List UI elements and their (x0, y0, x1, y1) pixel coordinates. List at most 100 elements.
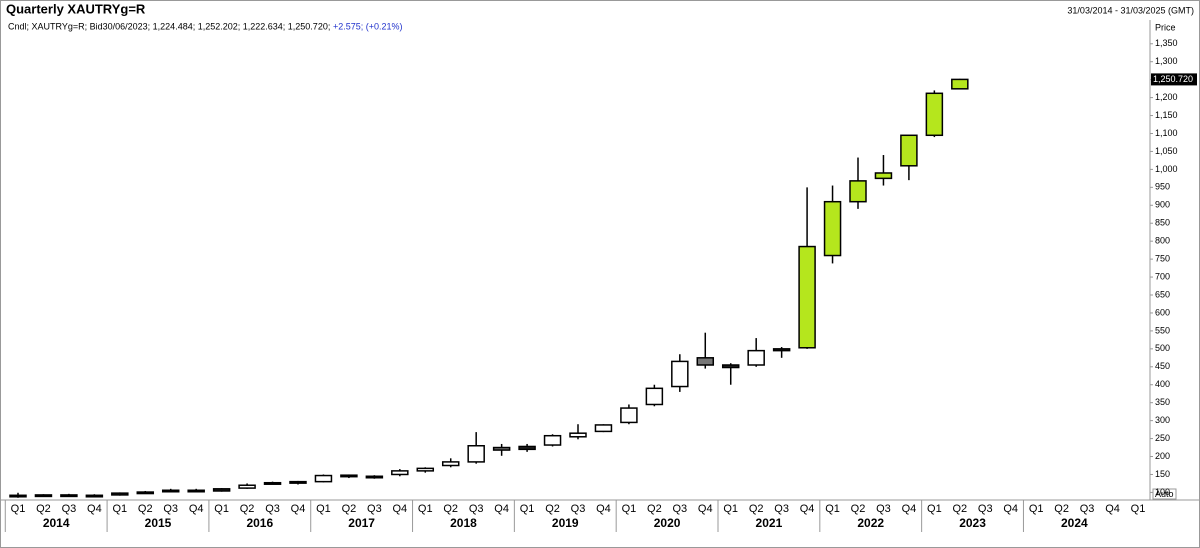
candle-body (365, 475, 384, 479)
year-label: 2015 (145, 516, 172, 530)
y-tick-label: 700 (1155, 271, 1170, 281)
x-tick-label: Q3 (469, 503, 484, 515)
legend-text: Cndl; XAUTRYg=R; Bid30/06/2023; 1,224.48… (8, 21, 330, 31)
y-tick-label: 750 (1155, 253, 1170, 263)
candle-body (187, 489, 205, 493)
y-tick-label: 850 (1155, 218, 1170, 228)
candle-body (925, 92, 944, 137)
y-tick-label: 1,100 (1155, 128, 1178, 138)
year-label: 2021 (756, 516, 783, 530)
y-tick-label: 300 (1155, 415, 1170, 425)
candle-body (747, 349, 765, 366)
x-tick-label: Q1 (214, 503, 229, 515)
candle-body (416, 467, 435, 472)
year-label: 2014 (43, 516, 70, 530)
candle-body (161, 489, 180, 493)
candle-body (543, 434, 562, 446)
scale-mode: Auto (1155, 489, 1174, 499)
x-tick-label: Q3 (774, 503, 789, 515)
x-tick-label: Q1 (1131, 503, 1146, 515)
x-tick-label: Q1 (520, 503, 535, 515)
year-label: 2023 (959, 516, 986, 530)
x-tick-label: Q2 (647, 503, 662, 515)
candle-body (9, 494, 27, 498)
x-tick-label: Q1 (418, 503, 433, 515)
x-tick-label: Q4 (392, 503, 407, 515)
x-tick-label: Q3 (163, 503, 178, 515)
y-tick-label: 1,300 (1155, 56, 1178, 66)
candle-body (569, 432, 587, 438)
x-tick-label: Q4 (902, 503, 917, 515)
candle-body (671, 360, 689, 388)
x-tick-label: Q2 (545, 503, 560, 515)
x-tick-label: Q2 (749, 503, 764, 515)
x-tick-label: Q4 (596, 503, 611, 515)
year-label: 2024 (1061, 516, 1088, 530)
scale-mode-box (1152, 488, 1177, 500)
candle-body (340, 474, 358, 478)
year-label: 2019 (552, 516, 579, 530)
x-tick-label: Q2 (1054, 503, 1069, 515)
x-tick-label: Q4 (1105, 503, 1120, 515)
x-tick-label: Q3 (265, 503, 280, 515)
y-tick-label: 1,350 (1155, 38, 1178, 48)
x-tick-label: Q1 (1029, 503, 1044, 515)
candle-body (951, 78, 969, 90)
y-tick-label: 950 (1155, 182, 1170, 192)
x-tick-label: Q1 (622, 503, 637, 515)
candle-body (136, 491, 155, 495)
candle-body (492, 446, 511, 451)
y-tick-label: 200 (1155, 451, 1170, 461)
year-label: 2020 (654, 516, 681, 530)
x-tick-label: Q3 (367, 503, 382, 515)
candle-body (696, 357, 715, 366)
y-tick-label: 100 (1155, 487, 1170, 497)
y-tick-label: 600 (1155, 307, 1170, 317)
candle-body (849, 180, 867, 203)
year-label: 2018 (450, 516, 477, 530)
year-label: 2022 (857, 516, 884, 530)
x-tick-label: Q2 (952, 503, 967, 515)
candle-body (467, 445, 485, 463)
y-tick-label: 250 (1155, 433, 1170, 443)
last-price-label: 1,250.720 (1153, 74, 1193, 84)
x-tick-label: Q2 (138, 503, 153, 515)
y-tick-label: 1,050 (1155, 146, 1178, 156)
y-tick-label: 500 (1155, 343, 1170, 353)
y-tick-label: 1,150 (1155, 110, 1178, 120)
x-tick-label: Q2 (36, 503, 51, 515)
x-tick-label: Q2 (342, 503, 357, 515)
x-tick-label: Q1 (723, 503, 738, 515)
candle-body (620, 407, 638, 424)
x-tick-label: Q1 (11, 503, 26, 515)
year-label: 2016 (246, 516, 273, 530)
y-tick-label: 900 (1155, 200, 1170, 210)
x-tick-label: Q3 (672, 503, 687, 515)
year-label: 2017 (348, 516, 375, 530)
x-tick-label: Q4 (1003, 503, 1018, 515)
candle-body (441, 461, 460, 467)
x-tick-label: Q1 (112, 503, 127, 515)
x-tick-label: Q2 (240, 503, 255, 515)
candle-body (874, 172, 893, 180)
x-tick-label: Q3 (876, 503, 891, 515)
x-tick-label: Q4 (291, 503, 306, 515)
candle-body (391, 470, 409, 476)
candle-body (111, 492, 129, 496)
x-tick-label: Q1 (316, 503, 331, 515)
x-tick-label: Q3 (1080, 503, 1095, 515)
candle-body (238, 484, 256, 489)
candle-body (900, 134, 918, 167)
candle-body (594, 424, 613, 433)
x-tick-label: Q4 (87, 503, 102, 515)
x-tick-label: Q4 (494, 503, 509, 515)
candle-body (85, 494, 104, 498)
y-tick-label: 150 (1155, 469, 1170, 479)
y-tick-label: 1,000 (1155, 164, 1178, 174)
y-tick-label: 450 (1155, 361, 1170, 371)
chart-title: Quarterly XAUTRYg=R (6, 1, 146, 16)
y-axis-label: Price (1155, 22, 1176, 32)
